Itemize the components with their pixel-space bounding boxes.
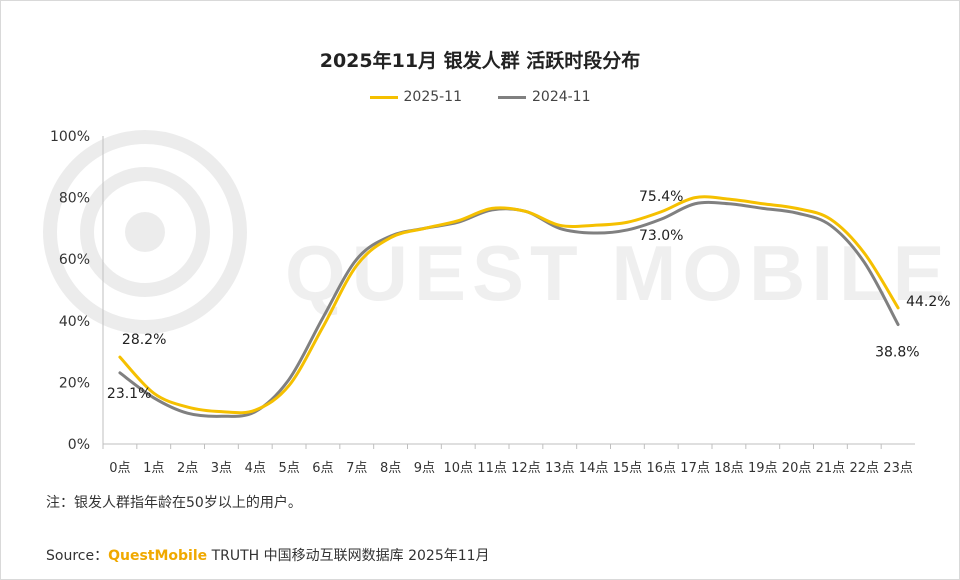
x-tick-label: 3点 [211, 461, 232, 476]
source-text: TRUTH 中国移动互联网数据库 2025年11月 [207, 548, 490, 564]
x-tick-label: 15点 [613, 461, 643, 476]
y-tick-label: 0% [68, 437, 90, 453]
y-tick-label: 20% [59, 375, 90, 391]
x-tick-label: 12点 [511, 461, 541, 476]
x-tick-label: 9点 [414, 461, 435, 476]
x-tick-label: 23点 [883, 461, 913, 476]
x-tick-label: 5点 [278, 461, 299, 476]
x-tick-label: 20点 [782, 461, 812, 476]
x-tick-label: 21点 [816, 461, 846, 476]
data-label: 38.8% [875, 344, 919, 360]
legend-swatch-2025 [369, 95, 398, 99]
chart-title: 2025年11月 银发人群 活跃时段分布 [319, 50, 641, 72]
x-tick-label: 4点 [245, 461, 266, 476]
legend-item-2025: 2025-11 [369, 89, 463, 105]
x-tick-label: 16点 [646, 461, 676, 476]
y-tick-label: 80% [59, 191, 90, 207]
watermark-logo: QUEST MOBILE [43, 130, 951, 334]
x-tick-label: 18点 [714, 461, 744, 476]
chart-legend: 2025-11 2024-11 [0, 89, 960, 105]
footnote: 注：银发人群指年龄在50岁以上的用户。 [46, 495, 302, 511]
legend-swatch-2024 [498, 95, 526, 99]
x-tick-label: 2点 [177, 461, 198, 476]
legend-item-2024: 2024-11 [498, 89, 591, 105]
source-prefix: Source： [46, 548, 109, 564]
chart-series [118, 195, 900, 418]
x-tick-label: 11点 [477, 461, 507, 476]
x-tick-label: 14点 [579, 461, 609, 476]
data-label: 75.4% [639, 189, 683, 205]
series-line-2025-11 [118, 195, 900, 415]
watermark-text: QUEST MOBILE [285, 229, 951, 317]
y-tick-label: 60% [59, 252, 90, 268]
x-tick-label: 0点 [109, 461, 130, 476]
data-label: 28.2% [122, 332, 166, 348]
legend-label-2025: 2025-11 [403, 89, 463, 105]
legend-label-2024: 2024-11 [532, 89, 591, 105]
watermark-circle-icon [43, 130, 247, 334]
x-tick-label: 17点 [680, 461, 710, 476]
x-tick-label: 6点 [312, 461, 333, 476]
source-line: Source：QuestMobile TRUTH 中国移动互联网数据库 2025… [46, 545, 490, 565]
y-tick-label: 100% [50, 129, 90, 145]
source-brand: QuestMobile [108, 548, 208, 564]
x-tick-label: 7点 [346, 461, 367, 476]
x-tick-label: 1点 [143, 461, 164, 476]
y-tick-label: 40% [59, 314, 90, 330]
x-tick-label: 10点 [443, 461, 473, 476]
data-label: 73.0% [639, 228, 683, 244]
data-label: 44.2% [906, 294, 950, 310]
x-tick-label: 13点 [545, 461, 575, 476]
chart-axes: 0% 20% 40% 60% 80% 100% 0点 1点 2点 3点 4点 5点 6点 7点 8点 9点 10… [50, 129, 915, 476]
x-tick-label: 19点 [748, 461, 778, 476]
chart-data-labels: 28.2% 23.1% 75.4% 73.0% 44.2% 38.8% [107, 189, 951, 402]
data-label: 23.1% [107, 386, 151, 402]
x-tick-label: 8点 [380, 461, 401, 476]
x-tick-label: 22点 [849, 461, 879, 476]
